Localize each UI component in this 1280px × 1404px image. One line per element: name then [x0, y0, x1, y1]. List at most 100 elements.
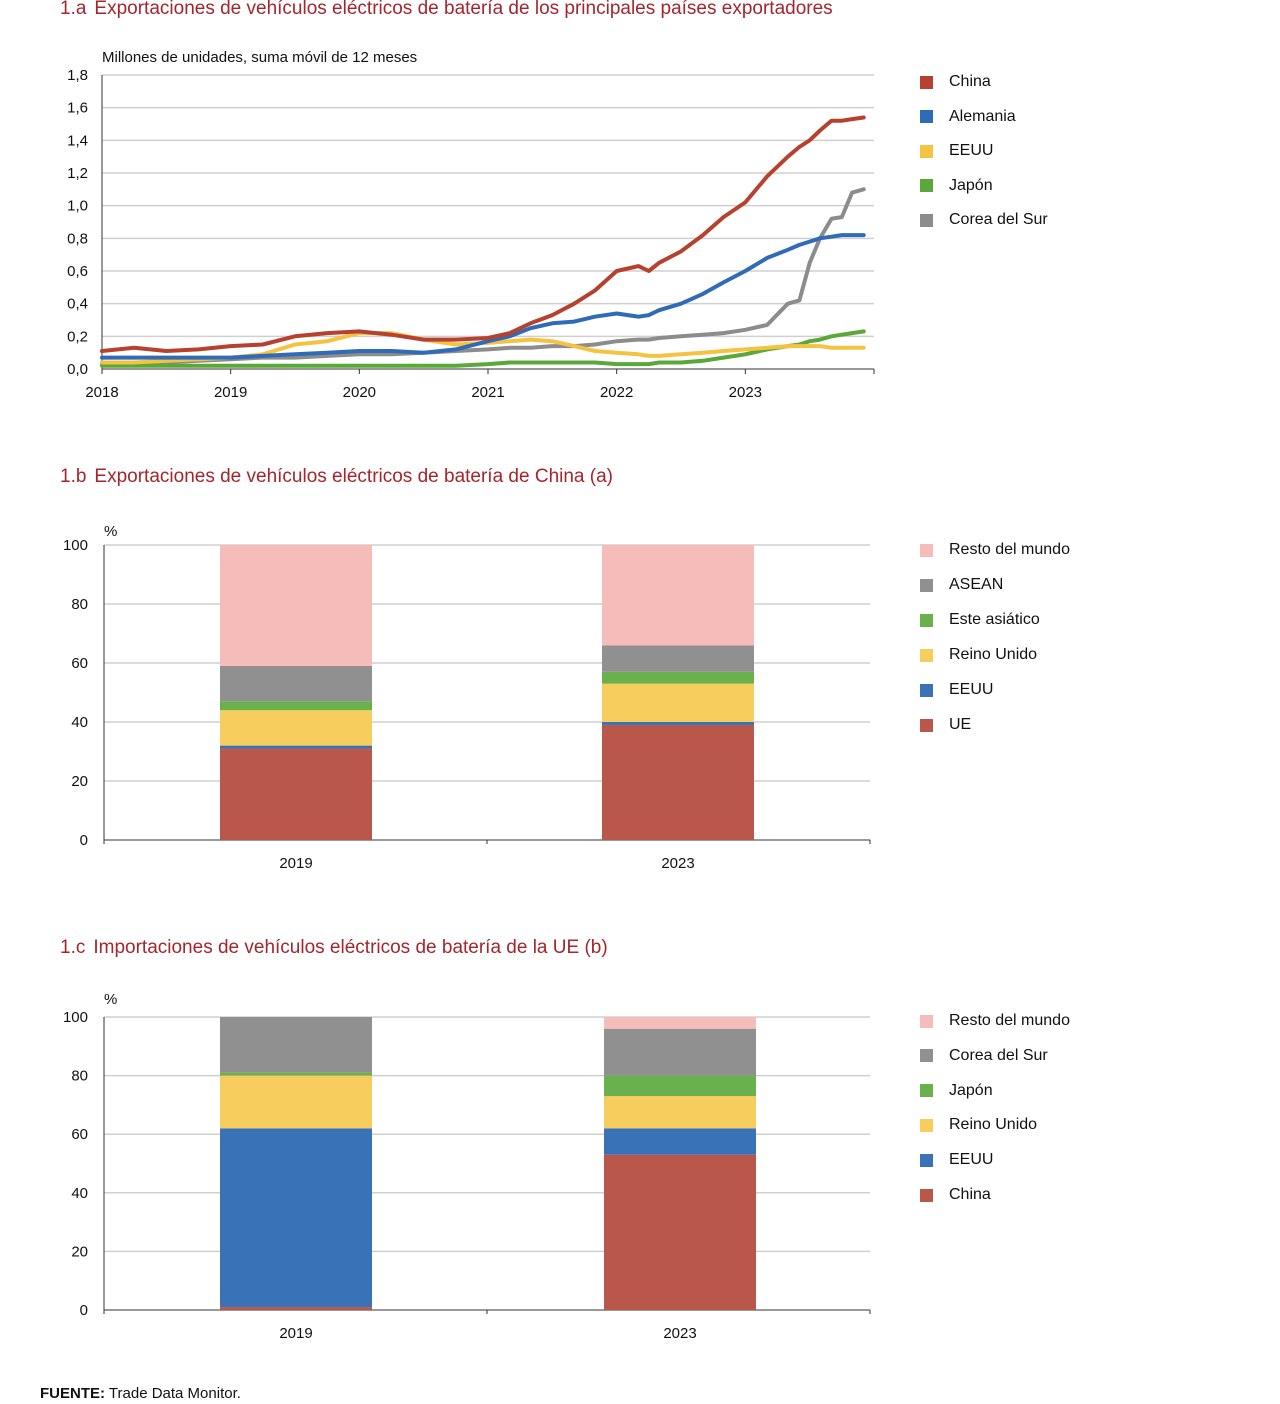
legend-swatch — [920, 144, 933, 158]
bar-segment-1c-2023-corea-del-sur — [604, 1028, 756, 1076]
panel-1b-title: 1.b Exportaciones de vehículos eléctricos… — [60, 466, 613, 488]
legend-item: Corea del Sur — [920, 210, 1048, 230]
y-tick-label-1c: 0 — [80, 1302, 88, 1319]
legend-item: EEUU — [920, 141, 993, 161]
bar-segment-1b-2019-este-asiático — [220, 701, 372, 711]
legend-swatch — [920, 1118, 933, 1132]
legend-swatch — [920, 683, 933, 697]
legend-item: Alemania — [920, 107, 1016, 127]
legend-label: Resto del mundo — [949, 541, 1070, 558]
bar-segment-1c-2019-china — [220, 1307, 372, 1310]
legend-label: China — [949, 1186, 991, 1203]
legend-label: China — [949, 73, 991, 90]
y-unit-label-1b: % — [104, 523, 117, 540]
bar-segment-1b-2023-asean — [602, 645, 754, 672]
bar-segment-1b-2023-este-asiático — [602, 671, 754, 684]
y-tick-label-1a: 1,2 — [67, 165, 88, 182]
panel-1b-number: 1.b — [60, 466, 87, 487]
legend-label: Corea del Sur — [949, 211, 1048, 228]
y-tick-label-1a: 1,6 — [67, 100, 88, 117]
panel-1c-number: 1.c — [60, 937, 86, 958]
legend-swatch — [920, 1014, 933, 1028]
y-tick-label-1a: 0,0 — [67, 361, 88, 378]
y-tick-label-1a: 0,6 — [67, 263, 88, 280]
legend-item: China — [920, 72, 991, 92]
x-tick-label-1a: 2020 — [343, 384, 376, 401]
bar-segment-1c-2019-japón — [220, 1072, 372, 1076]
panel-1a-title-text: Exportaciones de vehículos eléctricos de… — [94, 0, 833, 19]
bar-segment-1b-2019-resto-del-mundo — [220, 545, 372, 666]
y-tick-label-1c: 20 — [71, 1243, 88, 1260]
legend-item: Resto del mundo — [920, 540, 1070, 560]
bar-segment-1b-2023-resto-del-mundo — [602, 545, 754, 646]
legend-label: Japón — [949, 1081, 993, 1099]
x-category-label-1b: 2019 — [279, 855, 312, 872]
y-tick-label-1c: 100 — [63, 1009, 88, 1026]
legend-label: Japón — [949, 176, 993, 194]
bar-segment-1b-2019-ue — [220, 748, 372, 840]
bar-segment-1c-2023-japón — [604, 1075, 756, 1097]
bar-segment-1c-2023-china — [604, 1154, 756, 1310]
bar-segment-1c-2023-eeuu — [604, 1128, 756, 1155]
legend-item: EEUU — [920, 1150, 993, 1170]
legend-item: China — [920, 1185, 991, 1205]
bar-segment-1c-2019-eeuu — [220, 1128, 372, 1308]
y-tick-label-1b: 60 — [71, 655, 88, 672]
y-tick-label-1a: 1,8 — [67, 67, 88, 84]
x-tick-label-1a: 2023 — [729, 384, 762, 401]
x-tick-label-1a: 2018 — [85, 384, 118, 401]
legend-item: Reino Unido — [920, 645, 1037, 665]
legend-item: EEUU — [920, 680, 993, 700]
y-tick-label-1b: 40 — [71, 714, 88, 731]
x-tick-label-1a: 2021 — [471, 384, 504, 401]
legend-item: Resto del mundo — [920, 1011, 1070, 1031]
y-tick-label-1a: 0,8 — [67, 230, 88, 247]
x-tick-label-1a: 2019 — [214, 384, 247, 401]
legend-swatch — [920, 1153, 933, 1167]
bar-segment-1b-2023-eeuu — [602, 722, 754, 725]
legend-swatch — [920, 613, 933, 627]
bar-segment-1b-2019-reino-unido — [220, 710, 372, 746]
legend-swatch — [920, 1084, 933, 1098]
legend-swatch — [920, 110, 933, 123]
series-line-alemania — [100, 233, 866, 360]
panel-1a-number: 1.a — [60, 0, 87, 19]
legend-label: Reino Unido — [949, 646, 1038, 663]
legend-item: Corea del Sur — [920, 1046, 1048, 1066]
y-tick-label-1b: 100 — [63, 537, 88, 554]
bar-segment-1b-2019-eeuu — [220, 745, 372, 749]
bar-segment-1c-2023-resto-del-mundo — [604, 1017, 756, 1029]
series-line-china — [100, 115, 866, 353]
series-line-japón — [100, 329, 866, 368]
x-category-label-1c: 2023 — [663, 1325, 696, 1342]
y-tick-label-1a: 0,2 — [67, 328, 88, 345]
legend-label: Este asiático — [949, 611, 1040, 628]
legend-item: Este asiático — [920, 610, 1040, 630]
legend-swatch — [920, 1188, 933, 1202]
bar-segment-1c-2019-corea-del-sur — [220, 1017, 372, 1073]
bar-segment-1b-2019-asean — [220, 665, 372, 702]
legend-label: UE — [949, 716, 972, 733]
panel-1a-title: 1.a Exportaciones de vehículos eléctricos… — [60, 0, 833, 20]
legend-swatch — [920, 543, 933, 557]
y-unit-label-1a: Millones de unidades, suma móvil de 12 m… — [102, 49, 417, 66]
y-tick-label-1a: 1,0 — [67, 198, 88, 215]
legend-label: ASEAN — [949, 576, 1004, 593]
legend-swatch — [920, 179, 933, 192]
y-tick-label-1c: 60 — [71, 1126, 88, 1143]
legend-swatch — [920, 213, 933, 227]
legend-label: EEUU — [949, 142, 994, 159]
y-tick-label-1b: 0 — [80, 832, 88, 849]
y-tick-label-1b: 20 — [71, 773, 88, 790]
series-line-corea-del-sur — [100, 187, 866, 367]
legend-label: EEUU — [949, 1151, 994, 1169]
y-unit-label-1c: % — [104, 991, 117, 1008]
source-label: FUENTE: — [40, 1385, 105, 1402]
bar-segment-1b-2023-ue — [602, 724, 754, 840]
legend-swatch — [920, 718, 933, 732]
legend-label: Corea del Sur — [949, 1046, 1048, 1064]
source-note: FUENTE: Trade Data Monitor. — [40, 1385, 241, 1402]
legend-item: ASEAN — [920, 575, 1003, 595]
x-category-label-1b: 2023 — [661, 855, 694, 872]
